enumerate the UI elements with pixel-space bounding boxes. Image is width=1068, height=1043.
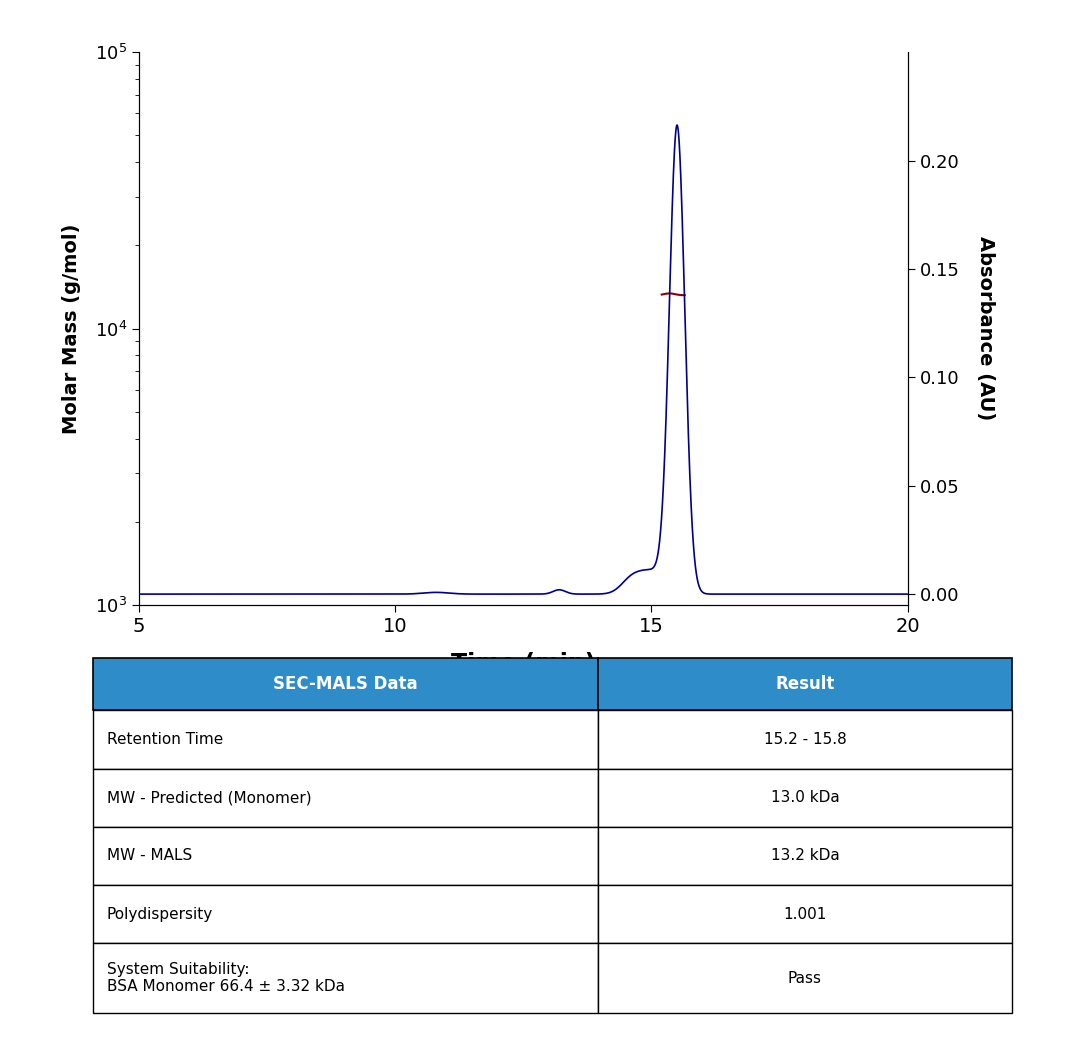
Y-axis label: Absorbance (AU): Absorbance (AU) xyxy=(976,237,995,420)
FancyBboxPatch shape xyxy=(598,886,1011,943)
Text: 15.2 - 15.8: 15.2 - 15.8 xyxy=(764,732,846,747)
Text: Retention Time: Retention Time xyxy=(107,732,223,747)
FancyBboxPatch shape xyxy=(598,658,1011,710)
Text: 13.0 kDa: 13.0 kDa xyxy=(771,791,839,805)
FancyBboxPatch shape xyxy=(598,710,1011,769)
FancyBboxPatch shape xyxy=(598,827,1011,886)
Y-axis label: Molar Mass (g/mol): Molar Mass (g/mol) xyxy=(62,223,81,434)
Text: System Suitability:
BSA Monomer 66.4 ± 3.32 kDa: System Suitability: BSA Monomer 66.4 ± 3… xyxy=(107,962,345,994)
X-axis label: Time (min): Time (min) xyxy=(451,653,596,677)
Text: MW - MALS: MW - MALS xyxy=(107,849,192,864)
Text: Result: Result xyxy=(775,675,834,694)
FancyBboxPatch shape xyxy=(93,827,598,886)
Text: Polydispersity: Polydispersity xyxy=(107,906,214,922)
Text: SEC-MALS Data: SEC-MALS Data xyxy=(273,675,418,694)
Text: Pass: Pass xyxy=(788,971,822,986)
FancyBboxPatch shape xyxy=(93,710,598,769)
Text: 13.2 kDa: 13.2 kDa xyxy=(771,849,839,864)
Text: MW - Predicted (Monomer): MW - Predicted (Monomer) xyxy=(107,791,312,805)
Text: 1.001: 1.001 xyxy=(783,906,827,922)
FancyBboxPatch shape xyxy=(598,943,1011,1013)
FancyBboxPatch shape xyxy=(93,943,598,1013)
FancyBboxPatch shape xyxy=(598,769,1011,827)
FancyBboxPatch shape xyxy=(93,769,598,827)
FancyBboxPatch shape xyxy=(93,886,598,943)
FancyBboxPatch shape xyxy=(93,658,598,710)
